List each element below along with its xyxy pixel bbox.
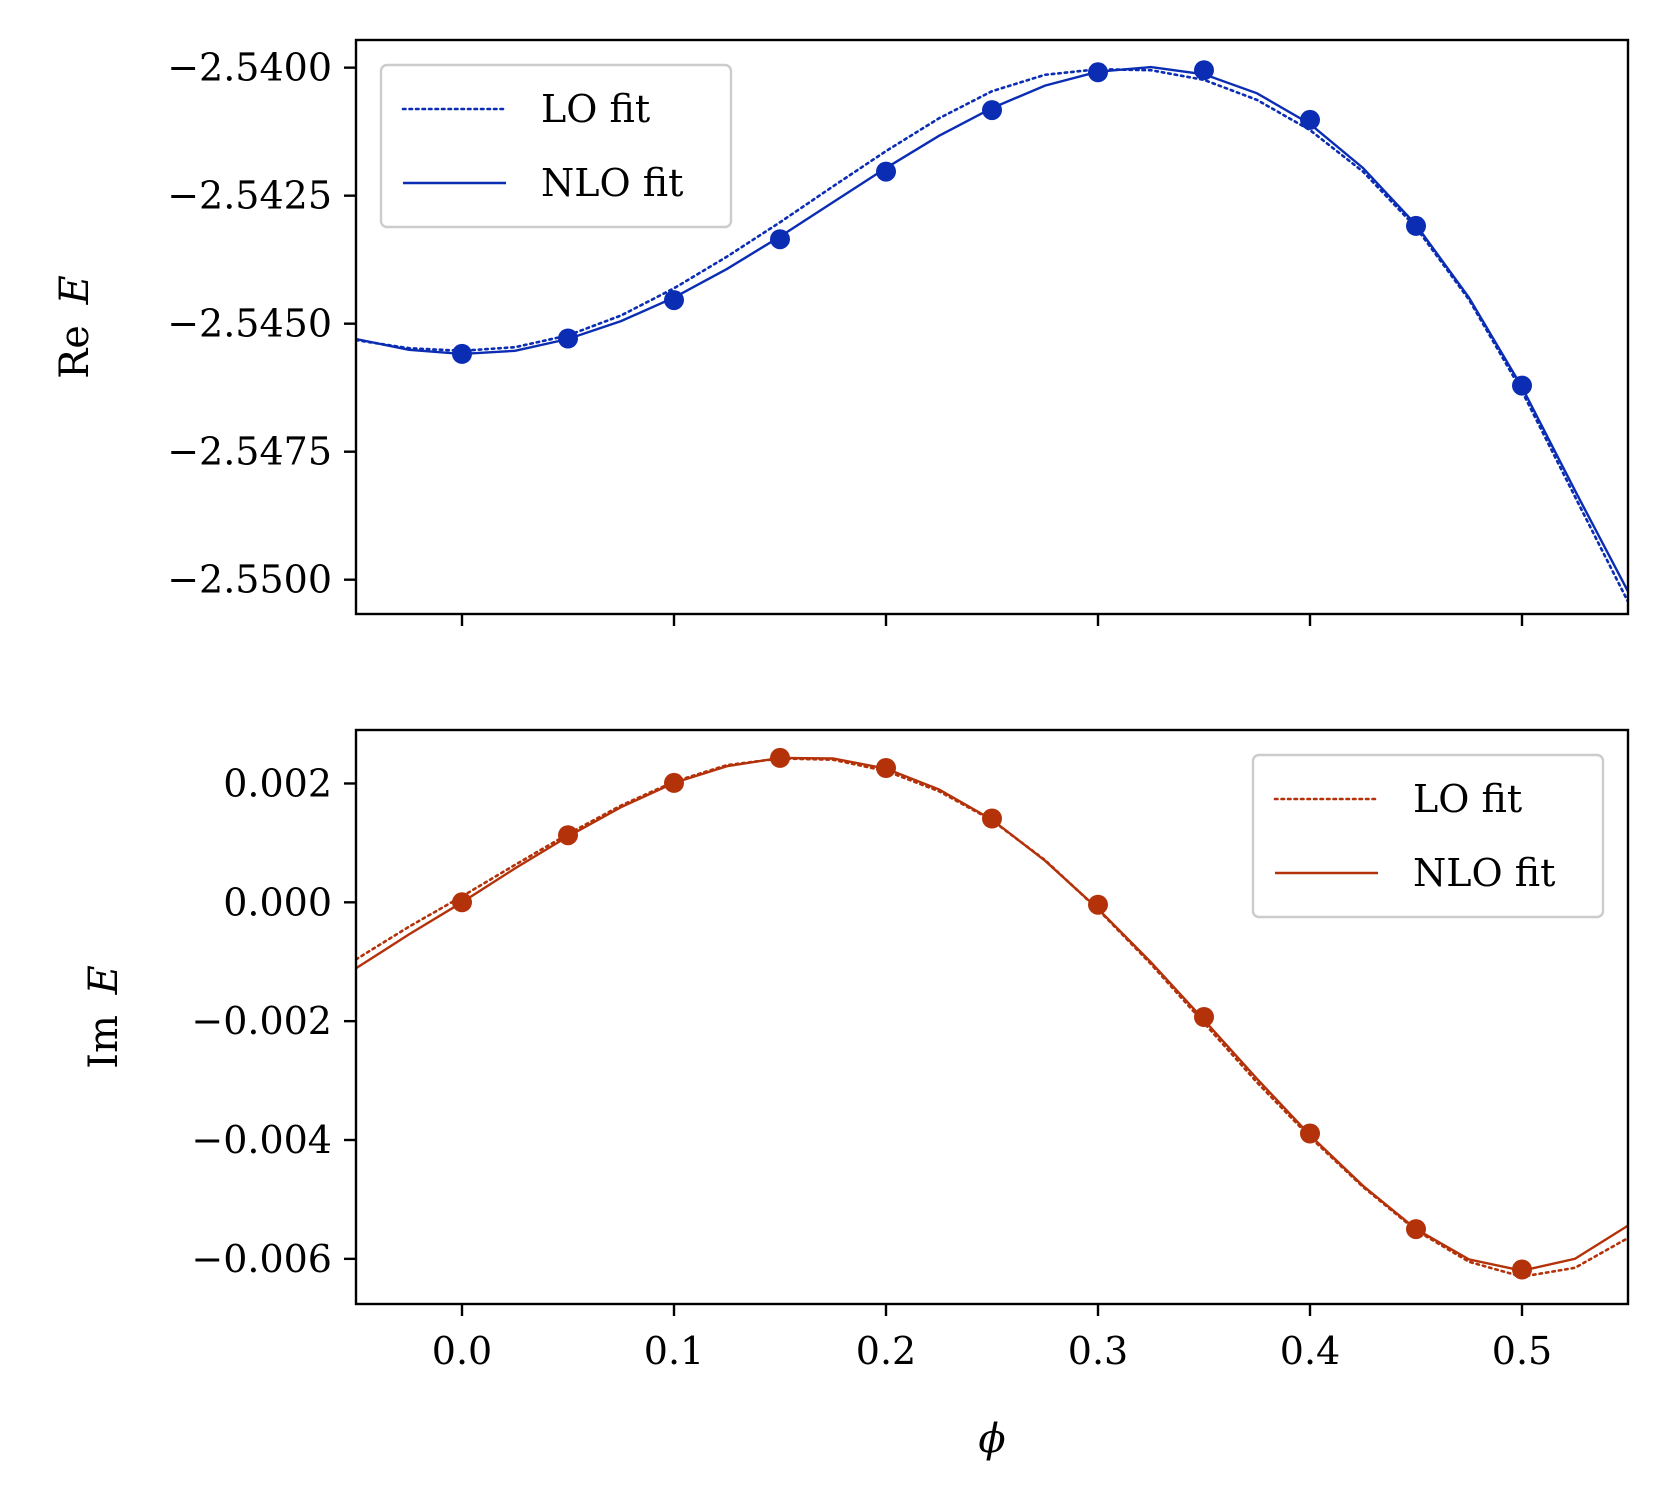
im-e-legend: LO fit NLO fit — [1251, 753, 1605, 919]
im-e-y-axis-label: Im E — [81, 965, 127, 1069]
im-e-data-point — [982, 808, 1002, 829]
re-e-data-point — [452, 343, 472, 364]
im-e-data-point — [1300, 1123, 1320, 1144]
im-e-legend-lo-label: LO fit — [1413, 777, 1522, 821]
re-e-y-axis-label-var: E — [52, 275, 98, 305]
im-e-y-tick-label: −0.002 — [191, 999, 332, 1043]
re-e-y-axis-label: Re E — [52, 275, 98, 379]
re-e-x-ticks — [460, 614, 1524, 626]
re-e-panel: −2.5500 −2.5475 −2.5450 −2.5425 −2.5400 Re E… — [52, 38, 1630, 626]
x-axis-label-phi: ϕ — [978, 1416, 1005, 1462]
im-e-data-point — [558, 825, 578, 846]
im-e-y-tick-label: 0.000 — [223, 880, 332, 924]
re-e-y-tick-label: −2.5400 — [167, 46, 332, 90]
im-e-data-point — [452, 892, 472, 913]
re-e-data-point — [1088, 62, 1108, 83]
re-e-data-point — [770, 229, 790, 250]
re-e-legend-box — [379, 63, 733, 229]
im-e-y-tick-label: −0.006 — [191, 1237, 332, 1281]
re-e-y-tick-label: −2.5500 — [167, 558, 332, 602]
re-e-y-axis-label-prefix: Re — [52, 325, 98, 379]
im-e-data-point — [1194, 1007, 1214, 1027]
im-e-legend-nlo-label: NLO fit — [1413, 851, 1555, 895]
im-e-axes-frame — [354, 728, 1630, 1306]
re-e-axes-frame — [354, 38, 1630, 616]
im-e-data-point — [664, 772, 684, 793]
re-e-data-point — [876, 161, 896, 182]
im-e-y-ticks: −0.006 −0.004 −0.002 0.000 0.002 — [191, 761, 356, 1281]
im-e-x-ticks: 0.0 0.1 0.2 0.3 0.4 0.5 — [432, 1304, 1552, 1373]
im-e-y-tick-label: −0.004 — [191, 1118, 332, 1162]
re-e-y-tick-label: −2.5425 — [167, 174, 332, 218]
im-e-x-tick-label: 0.4 — [1280, 1329, 1340, 1373]
re-e-y-ticks: −2.5500 −2.5475 −2.5450 −2.5425 −2.5400 — [167, 46, 356, 602]
im-e-data-point — [1088, 894, 1108, 915]
im-e-x-tick-label: 0.2 — [856, 1329, 916, 1373]
im-e-x-tick-label: 0.1 — [644, 1329, 704, 1373]
im-e-data-point — [876, 758, 896, 778]
im-e-data-point — [770, 747, 790, 768]
re-e-data-point — [558, 328, 578, 349]
re-e-data-point — [664, 290, 684, 311]
re-e-legend-lo-label: LO fit — [541, 87, 650, 131]
im-e-data-points — [452, 747, 1532, 1280]
im-e-x-tick-label: 0.0 — [432, 1329, 492, 1373]
re-e-data-point — [1194, 60, 1214, 81]
re-e-y-tick-label: −2.5475 — [167, 430, 332, 474]
im-e-x-tick-label: 0.5 — [1492, 1329, 1552, 1373]
im-e-y-axis-label-var: E — [81, 965, 127, 995]
re-e-data-point — [982, 100, 1002, 121]
re-e-data-points — [452, 60, 1532, 396]
im-e-x-tick-label: 0.3 — [1068, 1329, 1128, 1373]
re-e-legend-nlo-label: NLO fit — [541, 161, 683, 205]
re-e-legend: LO fit NLO fit — [379, 63, 733, 229]
re-e-data-point — [1300, 109, 1320, 130]
im-e-y-tick-label: 0.002 — [223, 761, 332, 805]
re-e-data-point — [1512, 375, 1532, 396]
im-e-y-axis-label-prefix: Im — [81, 1015, 127, 1069]
re-e-data-point — [1406, 215, 1426, 236]
im-e-data-point — [1512, 1259, 1532, 1280]
im-e-legend-box — [1251, 753, 1605, 919]
re-e-y-tick-label: −2.5450 — [167, 302, 332, 346]
im-e-data-point — [1406, 1219, 1426, 1240]
